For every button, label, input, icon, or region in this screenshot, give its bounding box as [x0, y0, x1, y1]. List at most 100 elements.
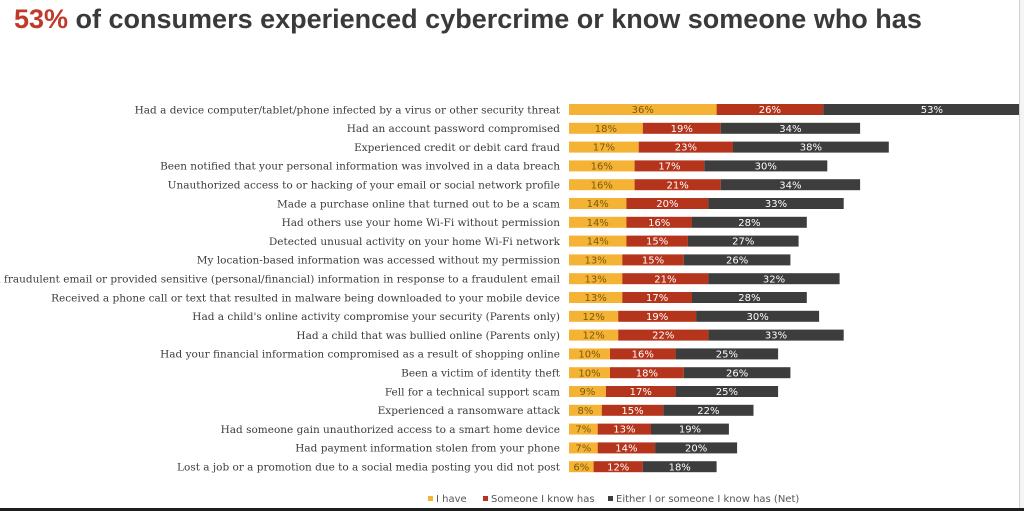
bar-segment	[569, 348, 610, 360]
data-label: 33%	[765, 199, 787, 210]
data-label: 27%	[732, 237, 754, 248]
data-label: 53%	[921, 105, 943, 116]
bar-segment	[683, 254, 791, 266]
category-label: Been a victim of identity theft	[401, 368, 561, 380]
category-label: Fell for a technical support scam	[385, 386, 560, 398]
data-label: 26%	[726, 256, 748, 267]
bar-segment	[597, 442, 656, 454]
bar-segment	[634, 160, 705, 172]
legend-swatch	[483, 496, 488, 501]
data-label: 18%	[595, 124, 617, 135]
legend-label: I have	[436, 494, 467, 505]
bar-segment	[569, 442, 598, 454]
data-label: 20%	[656, 199, 678, 210]
bar-segment	[569, 329, 619, 341]
category-label: Unauthorized access to or hacking of you…	[168, 180, 560, 192]
category-label: Had an account password compromised	[347, 123, 561, 135]
bar-segment	[569, 160, 635, 172]
bar-segment	[675, 386, 779, 397]
bar-segment	[720, 122, 861, 134]
category-label: Had payment information stolen from your…	[295, 443, 560, 455]
bar-segment	[569, 179, 635, 191]
bar-segment	[569, 404, 602, 416]
bar-segment	[605, 386, 676, 397]
category-label: My location-based information was access…	[197, 255, 560, 267]
data-label: 32%	[763, 274, 785, 285]
bar-segment	[618, 310, 697, 322]
data-label: 33%	[765, 331, 787, 342]
bar-segment	[626, 235, 688, 247]
bar-segment	[642, 122, 721, 134]
category-label: Had a device computer/tablet/phone infec…	[135, 104, 561, 116]
bar-segment	[610, 367, 684, 379]
legend-swatch	[428, 496, 433, 501]
data-label: 38%	[800, 143, 822, 154]
bar-segment	[569, 254, 623, 266]
category-label: Clicked on a fraudulent email or provide…	[0, 274, 561, 286]
window-right-edge	[1019, 0, 1024, 511]
bar-segment	[569, 216, 627, 228]
category-label: Detected unusual activity on your home W…	[269, 236, 561, 248]
bar-segment	[569, 461, 594, 473]
bar-segment	[569, 104, 717, 115]
data-label: 14%	[587, 237, 609, 248]
bar-segment	[696, 310, 820, 322]
data-label: 18%	[669, 462, 691, 473]
data-label: 15%	[621, 406, 643, 417]
data-label: 22%	[697, 406, 719, 417]
window-bottom-edge	[0, 508, 1024, 511]
legend-swatch	[608, 496, 613, 501]
title-text: of consumers experienced cybercrime or k…	[68, 4, 922, 34]
data-label: 13%	[585, 274, 607, 285]
data-label: 6%	[573, 462, 589, 473]
category-label: Received a phone call or text that resul…	[51, 292, 560, 304]
bar-segment	[569, 367, 610, 379]
data-label: 28%	[738, 293, 760, 304]
data-label: 34%	[779, 180, 801, 191]
data-label: 17%	[630, 387, 652, 398]
data-label: 12%	[582, 331, 604, 342]
bar-segment	[601, 404, 664, 416]
bar-segment	[569, 386, 606, 397]
category-label: Been notified that your personal informa…	[160, 161, 560, 173]
bar-segment	[569, 198, 627, 209]
data-label: 15%	[642, 256, 664, 267]
data-label: 8%	[577, 406, 593, 417]
data-label: 21%	[667, 180, 689, 191]
data-label: 17%	[646, 293, 668, 304]
category-label: Had someone gain unauthorized access to …	[221, 424, 560, 436]
data-label: 23%	[675, 143, 697, 154]
bar-segment	[687, 235, 799, 247]
data-label: 16%	[632, 350, 654, 361]
bar-segment	[626, 198, 709, 209]
bar-segment	[642, 461, 717, 473]
bar-segment	[569, 310, 619, 322]
category-label: Had others use your home Wi-Fi without p…	[282, 217, 561, 229]
data-label: 16%	[591, 162, 613, 173]
bar-segment	[569, 141, 639, 153]
data-label: 28%	[738, 218, 760, 229]
data-label: 13%	[613, 425, 635, 436]
bar-segment	[593, 461, 643, 473]
data-label: 9%	[580, 387, 596, 398]
data-label: 14%	[615, 444, 637, 455]
data-label: 12%	[582, 312, 604, 323]
data-label: 25%	[716, 350, 738, 361]
bar-segment	[683, 367, 791, 379]
data-label: 22%	[652, 331, 674, 342]
data-label: 19%	[646, 312, 668, 323]
data-label: 18%	[636, 368, 658, 379]
bar-segment	[651, 423, 729, 435]
bar-segment	[692, 292, 807, 303]
title-accent: 53%	[14, 4, 69, 34]
bar-segment	[733, 141, 889, 153]
bar-segment	[569, 292, 623, 303]
category-label: Lost a job or a promotion due to a socia…	[177, 462, 561, 474]
bar-segment	[622, 254, 684, 266]
data-label: 30%	[755, 162, 777, 173]
category-label: Experienced a ransomware attack	[378, 405, 561, 417]
data-label: 25%	[716, 387, 738, 398]
data-label: 16%	[591, 180, 613, 191]
category-label: Had a child's online activity compromise…	[192, 311, 560, 323]
data-label: 7%	[575, 425, 591, 436]
